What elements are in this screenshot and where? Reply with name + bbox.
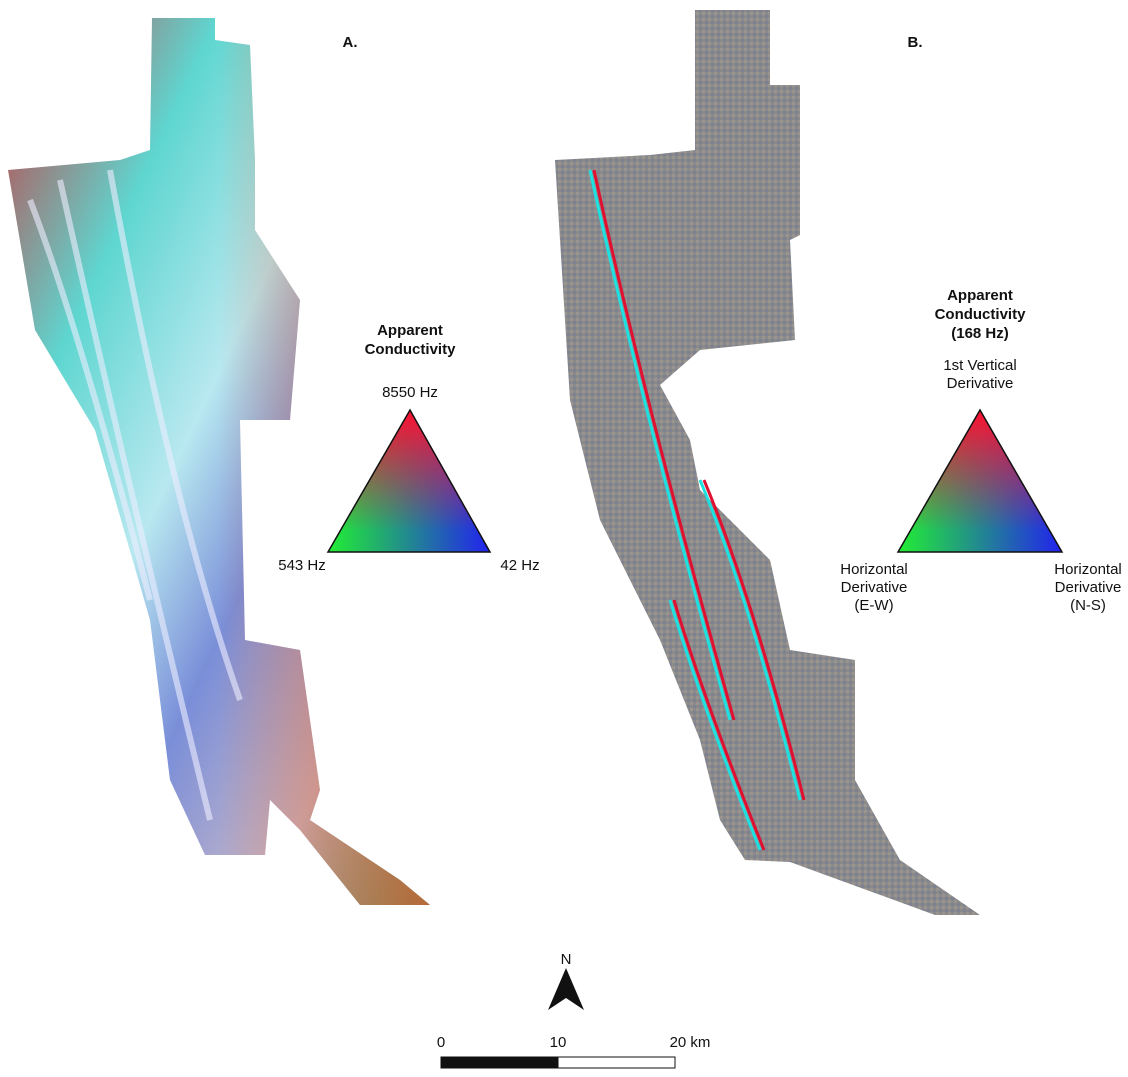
scale-label: 20 km bbox=[670, 1034, 711, 1051]
legend-title: (168 Hz) bbox=[951, 325, 1009, 342]
figure: A. Apparent Conductivity 8550 Hz 543 Hz 42 Hz… bbox=[0, 0, 1128, 1072]
map-a-warm-overlay bbox=[8, 18, 430, 905]
north-label: N bbox=[561, 951, 572, 968]
map-b bbox=[555, 10, 980, 915]
legend-left-label: 543 Hz bbox=[278, 557, 326, 574]
legend-b bbox=[898, 410, 1062, 552]
north-arrow bbox=[548, 968, 584, 1010]
legend-left-label: Derivative bbox=[841, 579, 908, 596]
panel-label: B. bbox=[908, 34, 923, 51]
legend-triangle-red bbox=[328, 410, 490, 552]
legend-title: Conductivity bbox=[935, 306, 1026, 323]
legend-title: Apparent bbox=[947, 287, 1013, 304]
map-a bbox=[8, 18, 430, 905]
legend-triangle-red bbox=[898, 410, 1062, 552]
scale-label: 10 bbox=[550, 1034, 567, 1051]
legend-top-label: Derivative bbox=[947, 375, 1014, 392]
scale-bar-black bbox=[441, 1057, 558, 1068]
legend-right-label: 42 Hz bbox=[500, 557, 539, 574]
legend-title: Conductivity bbox=[365, 341, 456, 358]
legend-right-label: Derivative bbox=[1055, 579, 1122, 596]
legend-top-label: 1st Vertical bbox=[943, 357, 1016, 374]
legend-right-label: Horizontal bbox=[1054, 561, 1122, 578]
scale-label: 0 bbox=[437, 1034, 445, 1051]
scale-bar-white bbox=[558, 1057, 675, 1068]
legend-a bbox=[328, 410, 490, 552]
panel-label: A. bbox=[343, 34, 358, 51]
legend-right-label: (N-S) bbox=[1070, 597, 1106, 614]
legend-left-label: (E-W) bbox=[854, 597, 893, 614]
legend-left-label: Horizontal bbox=[840, 561, 908, 578]
legend-top-label: 8550 Hz bbox=[382, 384, 438, 401]
map-b-area bbox=[555, 10, 980, 915]
legend-title: Apparent bbox=[377, 322, 443, 339]
